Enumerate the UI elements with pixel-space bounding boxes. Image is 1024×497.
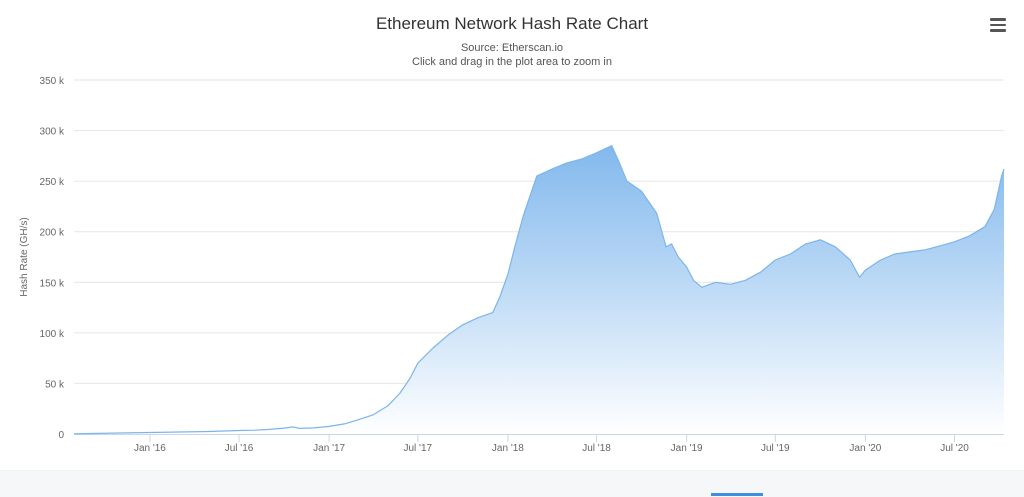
- y-axis-title: Hash Rate (GH/s): [19, 217, 30, 296]
- x-tick-label: Jul '17: [403, 443, 432, 454]
- x-tick-label: Jan '20: [849, 443, 881, 454]
- chart-title: Ethereum Network Hash Rate Chart: [375, 14, 649, 33]
- x-tick-label: Jan '18: [492, 443, 524, 454]
- y-tick-label: 0: [58, 430, 64, 441]
- footer-strip: [0, 470, 1024, 497]
- x-tick-label: Jul '16: [225, 443, 254, 454]
- footer-active-tab-indicator: [711, 493, 763, 496]
- chart-menu-hamburger-icon[interactable]: [990, 18, 1006, 32]
- y-tick-label: 150 k: [40, 278, 65, 289]
- chart-plot[interactable]: 0 50 k 100 k 150 k 200 k 250 k 300 k 350 k Jan '…: [0, 0, 1024, 470]
- y-tick-label: 300 k: [40, 127, 65, 138]
- x-tick-label: Jul '20: [940, 443, 969, 454]
- x-tick-label: Jan '16: [134, 443, 166, 454]
- y-tick-label: 250 k: [40, 177, 65, 188]
- x-tick-label: Jul '18: [582, 443, 611, 454]
- series-line: [73, 145, 1005, 435]
- series-area: [74, 145, 1004, 434]
- x-tick-label: Jan '17: [313, 443, 345, 454]
- x-tick-label: Jul '19: [761, 443, 790, 454]
- y-tick-label: 100 k: [40, 329, 65, 340]
- y-tick-label: 350 k: [40, 76, 65, 87]
- chart-subtitle-hint: Click and drag in the plot area to zoom …: [412, 56, 612, 68]
- chart-container: Ethereum Network Hash Rate Chart Source:…: [0, 0, 1024, 470]
- y-tick-label: 200 k: [40, 228, 65, 239]
- x-tick-label: Jan '19: [671, 443, 703, 454]
- chart-subtitle-source: Source: Etherscan.io: [460, 42, 564, 54]
- chart-subtitle: Source: Etherscan.io Click and drag in t…: [0, 41, 1024, 69]
- y-tick-label: 50 k: [45, 379, 65, 390]
